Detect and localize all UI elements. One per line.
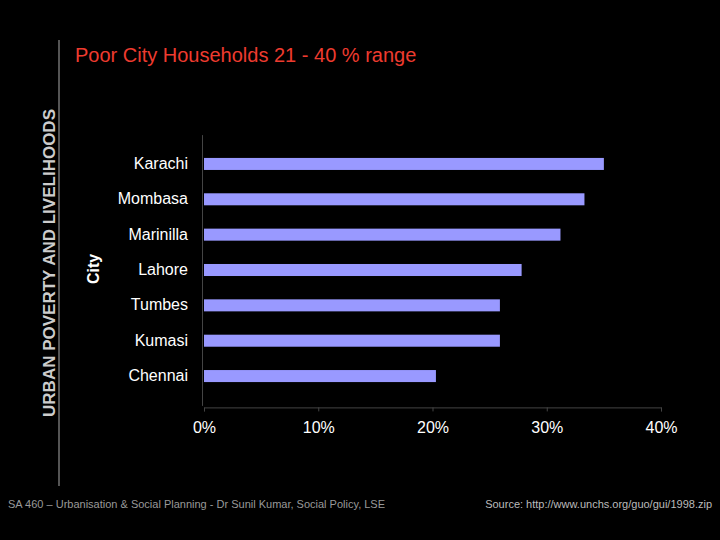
x-tick-label: 0%	[193, 419, 216, 436]
y-tick: Tumbes	[131, 296, 202, 313]
bar	[204, 264, 522, 276]
y-tick-label: Kumasi	[135, 332, 188, 349]
chart: URBAN POVERTY AND LIVELIHOODS SA 460 – Ur…	[0, 0, 720, 540]
side-title: URBAN POVERTY AND LIVELIHOODS	[40, 109, 59, 417]
y-tick: Marinilla	[128, 226, 202, 243]
x-tick-mark	[547, 407, 548, 411]
y-tick: Karachi	[134, 155, 202, 172]
x-tick-label: 30%	[531, 419, 563, 436]
title: Poor City Households 21 - 40 % range	[75, 44, 416, 66]
x-tick: 10%	[303, 407, 335, 435]
y-axis-line	[202, 135, 203, 406]
y-tick: Lahore	[138, 261, 202, 278]
bar	[204, 193, 584, 205]
bars	[204, 158, 604, 382]
y-tick-label: Chennai	[128, 367, 188, 384]
y-tick-label: Mombasa	[118, 190, 188, 207]
background	[0, 0, 720, 540]
x-tick-label: 40%	[645, 419, 677, 436]
x-tick-mark	[318, 407, 319, 411]
y-axis: Karachi Mombasa Marinilla Lahore Tumbes Kumas…	[118, 135, 203, 406]
bar	[204, 370, 436, 382]
bar	[204, 158, 604, 170]
y-tick-label: Karachi	[134, 155, 188, 172]
x-axis-line	[205, 408, 662, 412]
y-axis-title: City	[85, 254, 102, 284]
source: Source: http://www.unchs.org/guo/gui/199…	[485, 498, 712, 510]
bar	[204, 335, 500, 347]
x-tick-mark	[204, 407, 205, 411]
x-axis: 0% 10% 20% 30% 40%	[193, 407, 678, 435]
x-tick-mark	[433, 407, 434, 411]
x-tick-label: 10%	[303, 419, 335, 436]
x-tick: 30%	[531, 407, 563, 435]
x-tick-mark	[661, 407, 662, 411]
x-tick: 0%	[193, 407, 216, 435]
y-tick-label: Marinilla	[128, 226, 188, 243]
y-tick-label: Lahore	[138, 261, 188, 278]
x-tick-label: 20%	[417, 419, 449, 436]
y-tick: Kumasi	[135, 332, 202, 349]
x-tick: 20%	[417, 407, 449, 435]
bar	[204, 299, 500, 311]
y-tick: Chennai	[128, 367, 202, 384]
y-tick-label: Tumbes	[131, 296, 188, 313]
bar	[204, 229, 560, 241]
footer: SA 460 – Urbanisation & Social Planning …	[8, 498, 385, 510]
x-tick: 40%	[645, 407, 677, 435]
y-tick: Mombasa	[118, 190, 202, 207]
